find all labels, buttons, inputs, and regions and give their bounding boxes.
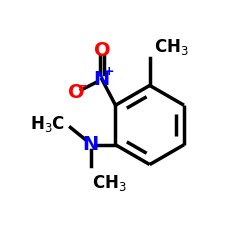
Text: N: N	[94, 70, 110, 89]
Text: O: O	[94, 41, 110, 60]
Text: −: −	[77, 78, 89, 92]
Text: CH$_3$: CH$_3$	[92, 173, 127, 193]
Text: H$_3$C: H$_3$C	[30, 114, 65, 134]
Text: +: +	[104, 65, 115, 78]
Text: O: O	[68, 83, 84, 102]
Text: N: N	[82, 135, 99, 154]
Text: CH$_3$: CH$_3$	[154, 37, 189, 57]
